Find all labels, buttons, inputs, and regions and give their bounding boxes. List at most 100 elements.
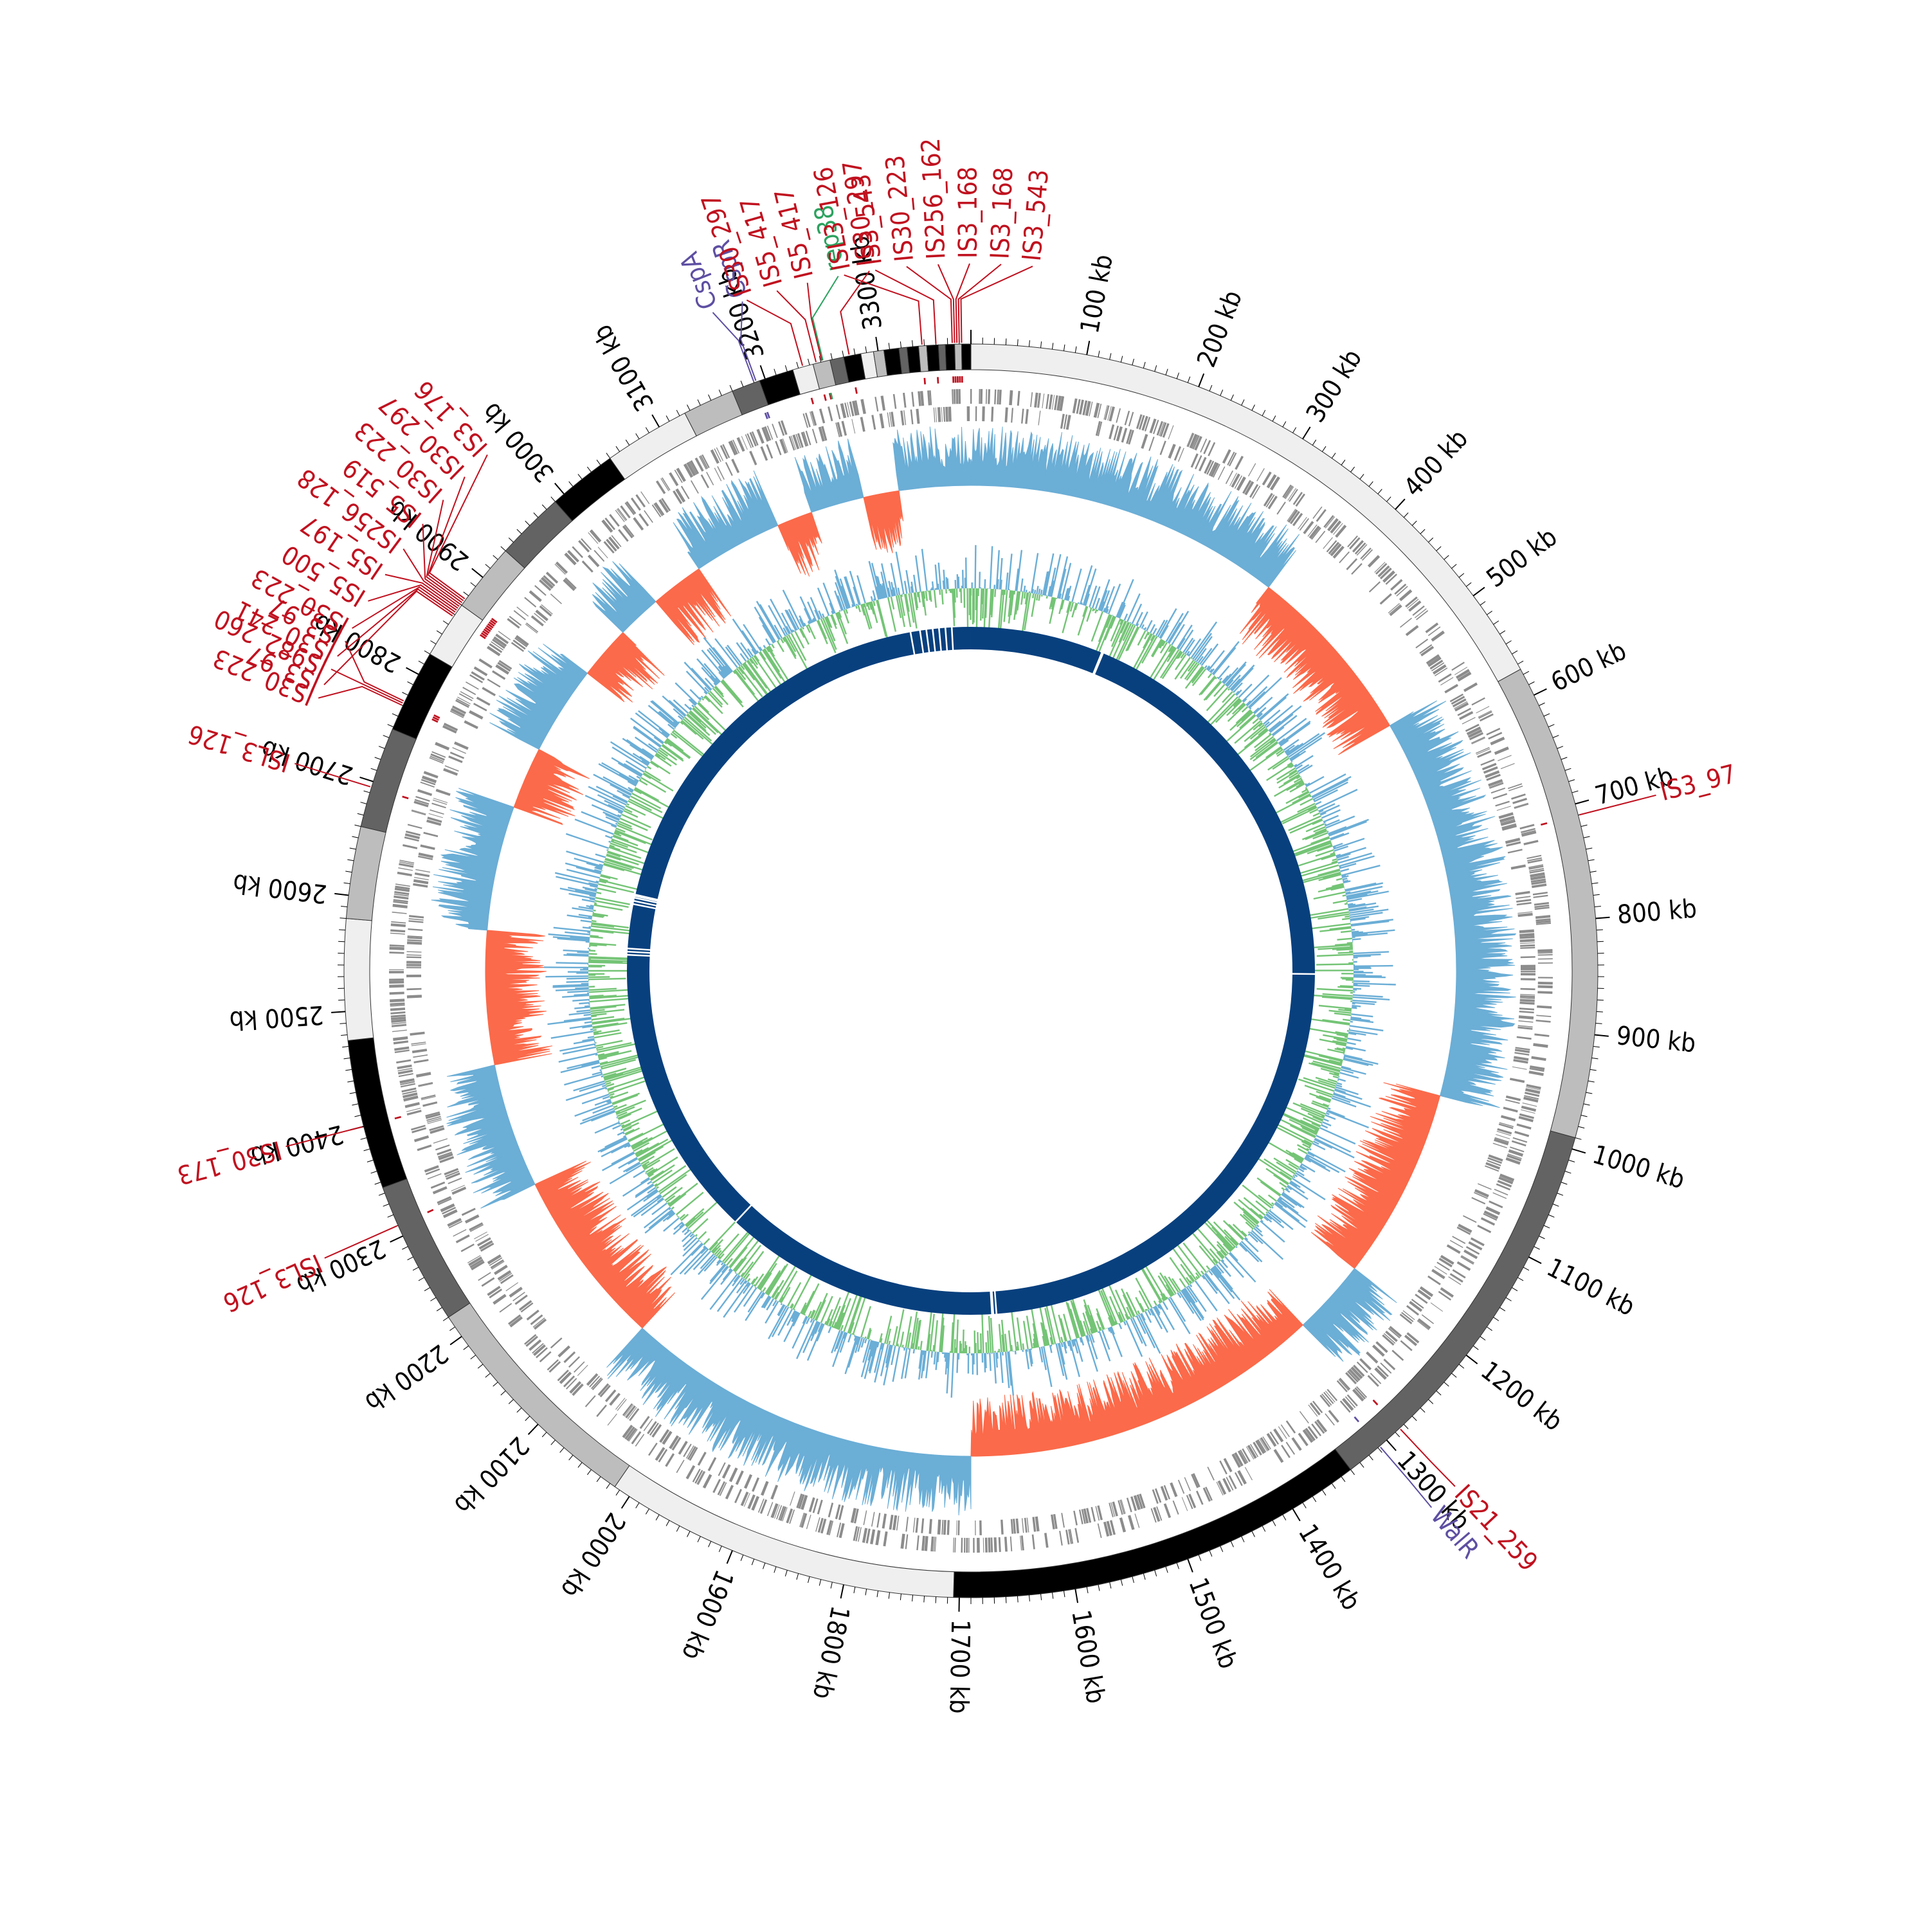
minor-tick <box>1452 1373 1457 1377</box>
major-tick <box>727 1551 732 1564</box>
gc-content-bar <box>1345 916 1350 917</box>
gc-content-bar <box>1031 553 1038 593</box>
minor-tick <box>361 1138 367 1140</box>
gene-feature <box>409 915 424 918</box>
gc-content-bar <box>612 1094 640 1104</box>
contig-segment <box>955 344 962 370</box>
gene-feature <box>1128 412 1134 427</box>
gc-content-bar <box>994 1353 996 1384</box>
gene-feature <box>469 1222 483 1231</box>
minor-tick <box>912 340 913 347</box>
minor-tick <box>676 410 680 416</box>
gene-feature <box>514 610 526 620</box>
gc-content-bar <box>624 1136 626 1137</box>
gene-feature <box>1519 929 1534 933</box>
gc-content-bar <box>758 1272 770 1288</box>
gc-content-bar <box>1170 1297 1185 1322</box>
gene-feature <box>428 1173 442 1180</box>
minor-tick <box>350 848 356 849</box>
gene-feature <box>656 480 666 494</box>
minor-tick <box>1597 1011 1603 1012</box>
feature-mark <box>1354 1416 1359 1422</box>
gc-content-bar <box>984 1353 985 1373</box>
gene-feature <box>1038 411 1040 426</box>
minor-tick <box>1404 513 1408 518</box>
gene-feature <box>1150 419 1157 433</box>
gc-content-bar <box>975 545 976 588</box>
gc-content-bar <box>1354 983 1396 984</box>
gene-feature <box>473 703 487 711</box>
gc-content-bar <box>1274 1158 1296 1172</box>
gene-feature <box>1537 991 1552 993</box>
minor-tick <box>1590 1069 1597 1070</box>
gc-content-bar <box>1014 591 1015 595</box>
gc-content-bar <box>603 865 624 871</box>
gc-content-bar <box>787 610 797 630</box>
gc-content-bar <box>1154 1307 1168 1333</box>
gene-feature <box>1478 1183 1492 1189</box>
major-tick <box>1387 1440 1397 1450</box>
gene-feature <box>394 1040 408 1044</box>
gene-feature <box>913 1517 916 1532</box>
gc-content-bar <box>643 1149 675 1168</box>
gc-content-bar <box>856 604 857 606</box>
gene-feature <box>1091 1507 1096 1522</box>
gc-content-bar <box>637 777 640 779</box>
minor-tick <box>1499 631 1505 634</box>
gc-content-bar <box>766 638 770 645</box>
minor-tick <box>1581 1115 1588 1117</box>
minor-tick <box>1199 1555 1201 1560</box>
annotation-label: IS256_162 <box>916 138 952 260</box>
contig-segment <box>462 551 525 620</box>
gc-content-bar <box>1250 708 1251 709</box>
minor-tick <box>626 440 629 445</box>
gene-feature <box>593 550 604 561</box>
annotation-label: ISL3_126 <box>185 718 293 777</box>
gc-content-bar <box>1327 831 1328 832</box>
gc-content-bar <box>702 699 703 700</box>
gc-content-bar <box>1247 687 1267 706</box>
major-tick <box>1595 1035 1609 1036</box>
gc-content-bar <box>1229 1253 1256 1282</box>
gene-feature <box>836 404 841 419</box>
gc-content-bar <box>589 951 595 952</box>
gene-feature <box>691 480 699 494</box>
gene-feature <box>474 1232 487 1240</box>
minor-tick <box>375 1182 381 1184</box>
minor-tick <box>430 1297 436 1301</box>
gc-content-bar <box>905 581 907 594</box>
minor-tick <box>1041 1594 1042 1600</box>
gene-feature <box>731 459 739 473</box>
gc-content-bar <box>1098 1332 1099 1333</box>
minor-tick <box>341 1035 347 1036</box>
gc-content-bar <box>622 1109 663 1128</box>
minor-tick <box>1312 440 1316 445</box>
gene-feature <box>1141 434 1148 449</box>
gene-feature <box>592 1378 603 1390</box>
gc-content-bar <box>589 954 597 955</box>
gc-content-bar <box>815 1293 828 1320</box>
gc-content-bar <box>574 858 603 867</box>
minor-tick <box>719 390 721 395</box>
major-tick <box>331 1011 345 1012</box>
gc-content-bar <box>628 1133 643 1141</box>
gc-content-bar <box>759 617 775 643</box>
minor-tick <box>551 497 556 501</box>
gc-content-bar <box>841 1325 843 1330</box>
gc-content-bar <box>574 1007 590 1008</box>
gc-content-bar <box>698 1256 716 1275</box>
gc-content-bar <box>1039 589 1040 595</box>
gc-content-bar <box>1153 628 1156 635</box>
gene-feature <box>1178 1479 1184 1494</box>
minor-tick <box>354 825 361 826</box>
gene-feature <box>1399 590 1412 601</box>
minor-tick <box>819 1580 820 1586</box>
gene-feature <box>557 1346 570 1358</box>
gc-content-bar <box>589 995 603 997</box>
gc-content-bar <box>655 755 671 766</box>
gc-content-bar <box>1338 952 1354 953</box>
gene-feature <box>392 912 407 914</box>
gc-content-bar <box>757 1252 782 1288</box>
gc-content-bar <box>599 880 638 890</box>
gene-feature <box>1533 895 1548 898</box>
